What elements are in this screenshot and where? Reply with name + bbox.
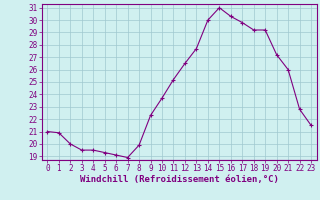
X-axis label: Windchill (Refroidissement éolien,°C): Windchill (Refroidissement éolien,°C): [80, 175, 279, 184]
